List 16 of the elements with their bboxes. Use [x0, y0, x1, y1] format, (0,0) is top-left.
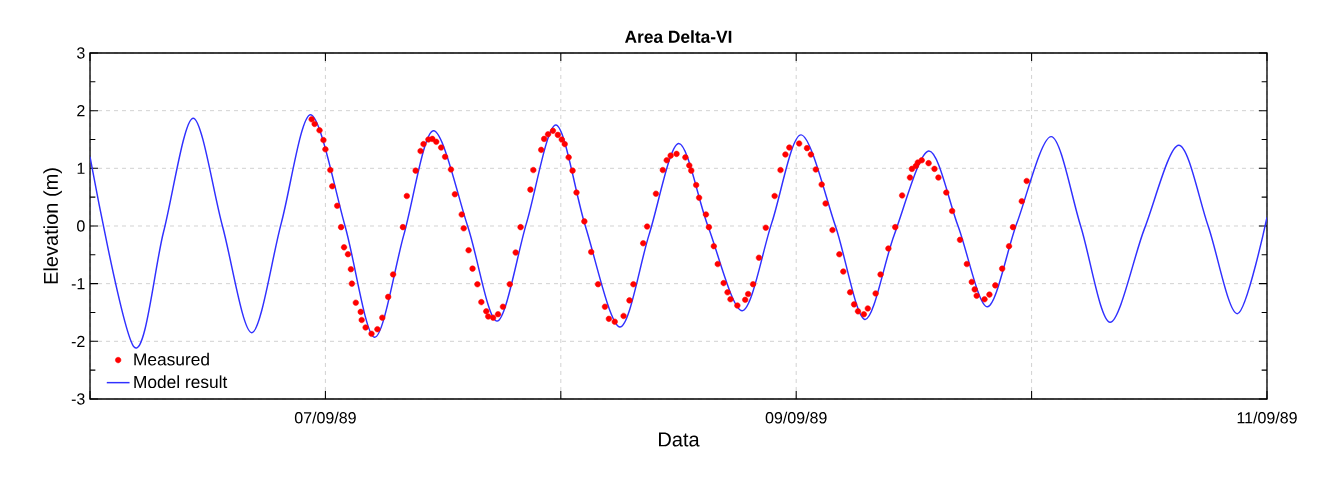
- x-tick-label: 09/09/89: [765, 411, 827, 424]
- y-tick-label: -1: [71, 278, 85, 290]
- legend-label: Model result: [134, 375, 228, 389]
- line-series: [90, 113, 1267, 348]
- chart-title: Area Delta-VI: [625, 30, 732, 43]
- y-tick-label: -3: [71, 393, 85, 405]
- y-axis-title: Elevation (m): [43, 168, 62, 284]
- y-tick-label: 3: [77, 47, 85, 59]
- y-tick-label: 0: [77, 220, 85, 232]
- y-tick-label: -2: [71, 335, 85, 347]
- legend-label: Measured: [134, 352, 209, 366]
- y-tick-label: 1: [77, 162, 85, 174]
- x-tick-label: 11/09/89: [1237, 411, 1297, 424]
- y-tick-label: 2: [77, 105, 85, 117]
- x-tick-label: 07/09/89: [294, 411, 356, 424]
- x-axis-title: Data: [659, 432, 700, 447]
